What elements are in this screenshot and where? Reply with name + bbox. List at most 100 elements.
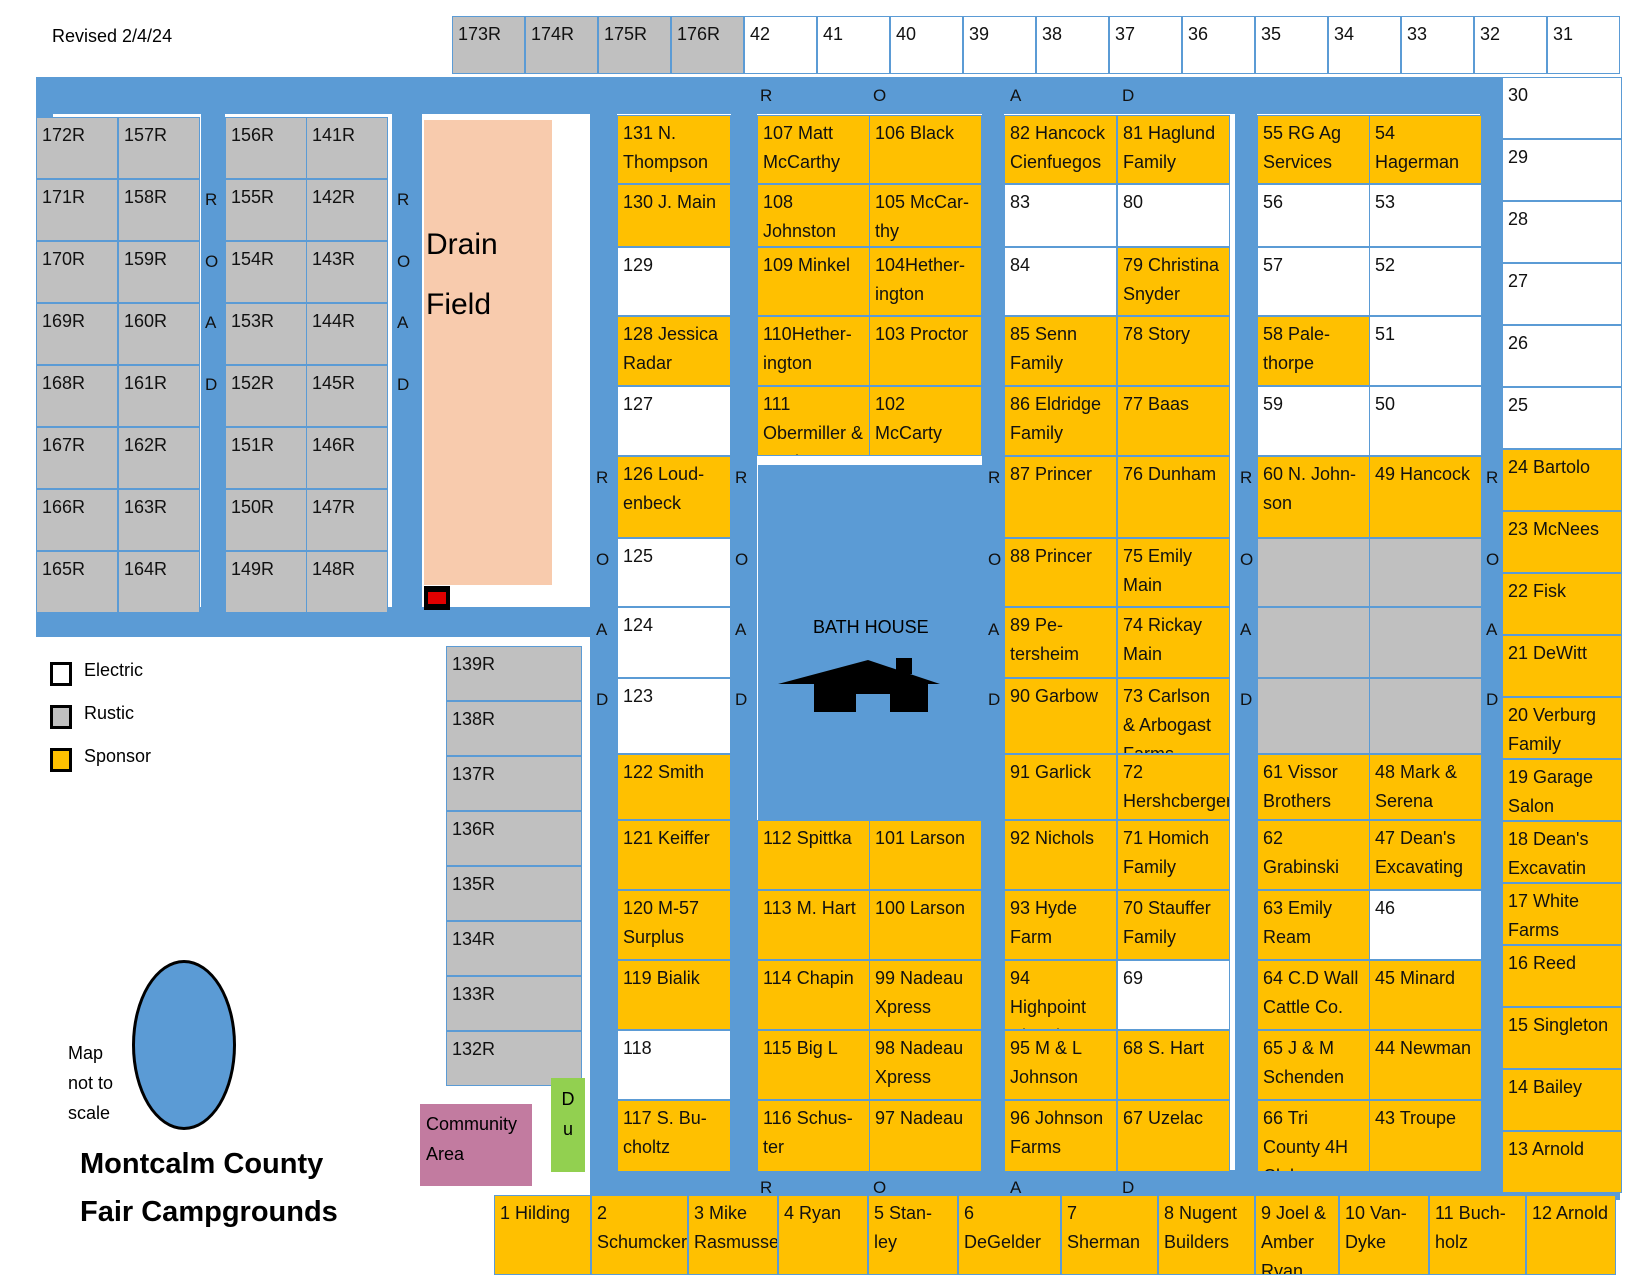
road-label: R <box>397 190 410 209</box>
campsite: 107 Matt McCarthy <box>757 115 870 184</box>
campsite <box>1257 607 1370 678</box>
campsite: 15 Singleton <box>1502 1007 1622 1069</box>
road-label: R <box>760 86 773 105</box>
campsite-152R: 152R <box>225 365 307 427</box>
campsite: 11 Buch-holz <box>1429 1195 1526 1275</box>
campsite: 8 Nugent Builders <box>1158 1195 1255 1275</box>
campsite: 22 Fisk <box>1502 573 1622 635</box>
campsite: 87 Princer <box>1004 456 1117 538</box>
campsite: 131 N. Thompson <box>617 115 731 184</box>
campsite-36: 36 <box>1182 16 1255 74</box>
campsite: 23 McNees <box>1502 511 1622 573</box>
campsite-33: 33 <box>1401 16 1474 74</box>
campsite: 105 McCar-thy <box>869 184 982 247</box>
campsite: 49 Hancock <box>1369 456 1482 538</box>
campsite: 52 <box>1369 247 1482 316</box>
campsite-134R: 134R <box>446 921 582 976</box>
campsite-172R: 172R <box>36 117 118 179</box>
campsite: 20 Verburg Family <box>1502 697 1622 759</box>
legend-electric-label: Electric <box>84 660 144 680</box>
campsite: 83 <box>1004 184 1117 247</box>
campsite: 81 Haglund Family <box>1117 115 1230 184</box>
campsite: 69 <box>1117 960 1230 1030</box>
campsite-141R: 141R <box>306 117 388 179</box>
road <box>982 77 1004 1195</box>
campsite: 48 Mark & Serena Newman <box>1369 754 1482 820</box>
campsite-144R: 144R <box>306 303 388 365</box>
campsite: 57 <box>1257 247 1370 316</box>
campsite: 102 McCarty <box>869 386 982 456</box>
campsite-169R: 169R <box>36 303 118 365</box>
community-area: Community Area <box>420 1104 532 1186</box>
campsite: 64 C.D Wall Cattle Co. <box>1257 960 1370 1030</box>
campsite: 128 Jessica Radar <box>617 316 731 386</box>
campsite: 121 Keiffer <box>617 820 731 890</box>
campsite <box>1369 538 1482 607</box>
campsite: 125 <box>617 538 731 607</box>
campsite-167R: 167R <box>36 427 118 489</box>
campsite: 93 Hyde Farm <box>1004 890 1117 960</box>
map-note: Map not to scale <box>68 1043 114 1123</box>
campsite: 76 Dunham <box>1117 456 1230 538</box>
campsite: 129 <box>617 247 731 316</box>
road-label: A <box>397 313 409 332</box>
road <box>1235 77 1257 1195</box>
road-label: O <box>596 550 610 569</box>
road-label: D <box>1122 86 1135 105</box>
road <box>758 465 988 820</box>
campsite-170R: 170R <box>36 241 118 303</box>
campsite: 53 <box>1369 184 1482 247</box>
campsite: 1 Hilding <box>494 1195 591 1275</box>
legend-sponsor-label: Sponsor <box>84 746 152 766</box>
campsite: 101 Larson <box>869 820 982 890</box>
campsite-32: 32 <box>1474 16 1547 74</box>
campsite: 29 <box>1502 139 1622 201</box>
campsite: 58 Pale-thorpe <box>1257 316 1370 386</box>
campsite: 73 Carlson & Arbogast Farms <box>1117 678 1230 754</box>
campsite: 106 Black <box>869 115 982 184</box>
road-label: O <box>1486 550 1500 569</box>
road <box>590 77 617 1195</box>
road <box>395 77 1620 114</box>
road-label: A <box>596 620 608 639</box>
campsite: 72 Hershcberger <box>1117 754 1230 820</box>
scale-ellipse <box>132 960 236 1130</box>
campsite: 2 Schumcker <box>591 1195 688 1275</box>
campsite-171R: 171R <box>36 179 118 241</box>
campsite: 65 J & M Schenden <box>1257 1030 1370 1100</box>
road-label: A <box>205 313 217 332</box>
road-label: O <box>735 550 749 569</box>
campsite-161R: 161R <box>118 365 200 427</box>
road-label: A <box>1010 1178 1022 1197</box>
campsite: 46 <box>1369 890 1482 960</box>
campsite: 6 DeGelder <box>958 1195 1061 1275</box>
campsite: 123 <box>617 678 731 754</box>
road-label: O <box>397 252 411 271</box>
legend-sponsor-swatch <box>50 748 72 772</box>
campsite: 4 Ryan <box>778 1195 868 1275</box>
campsite-132R: 132R <box>446 1031 582 1086</box>
campsite: 59 <box>1257 386 1370 456</box>
campsite <box>1257 678 1370 754</box>
campsite-138R: 138R <box>446 701 582 756</box>
road-label: D <box>1122 1178 1135 1197</box>
road-label: R <box>1240 468 1253 487</box>
campsite-160R: 160R <box>118 303 200 365</box>
campsite: 30 <box>1502 77 1622 139</box>
campsite-174R: 174R <box>525 16 598 74</box>
campsite-173R: 173R <box>452 16 525 74</box>
campsite-164R: 164R <box>118 551 200 613</box>
campsite: 26 <box>1502 325 1622 387</box>
road-label: O <box>873 86 887 105</box>
campsite-159R: 159R <box>118 241 200 303</box>
campsite: 90 Garbow <box>1004 678 1117 754</box>
campsite-135R: 135R <box>446 866 582 921</box>
campsite: 127 <box>617 386 731 456</box>
campsite: 74 Rickay Main <box>1117 607 1230 678</box>
campsite: 14 Bailey <box>1502 1069 1622 1131</box>
road <box>1480 77 1502 1195</box>
campsite: 92 Nichols <box>1004 820 1117 890</box>
campsite: 47 Dean's Excavating <box>1369 820 1482 890</box>
campsite: 19 Garage Salon <box>1502 759 1622 821</box>
road-label: R <box>596 468 609 487</box>
